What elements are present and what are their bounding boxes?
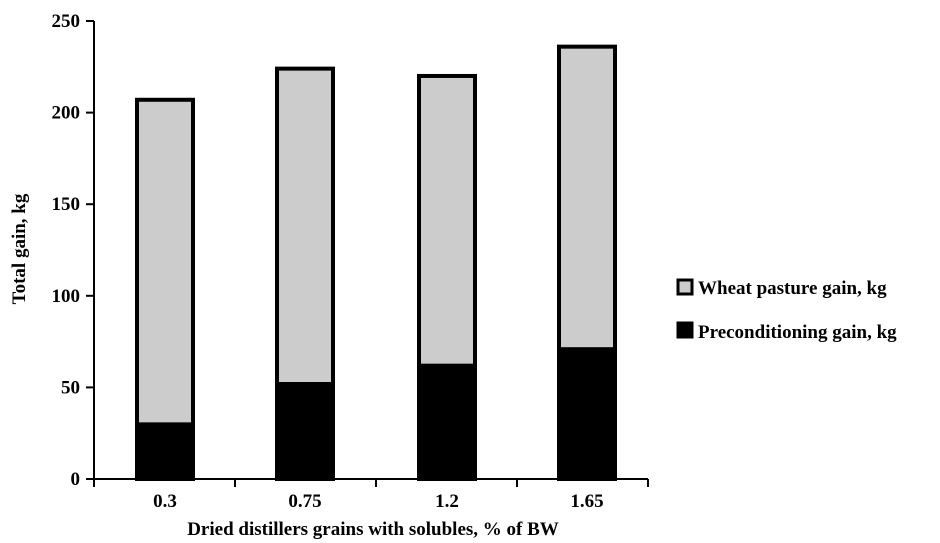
bar-outline xyxy=(275,66,335,482)
legend-label-wheat-pasture: Wheat pasture gain, kg xyxy=(698,278,887,299)
legend-swatch-preconditioning xyxy=(676,321,694,339)
legend: Wheat pasture gain, kg Preconditioning g… xyxy=(676,278,897,343)
y-tick-label: 200 xyxy=(52,103,81,124)
bar-segment-wheat-pasture xyxy=(559,46,615,348)
bar-segment-preconditioning xyxy=(559,347,615,479)
y-axis-title: Total gain, kg xyxy=(9,193,30,304)
x-tick-label: 1.65 xyxy=(570,491,603,512)
bars xyxy=(135,44,617,482)
x-axis-title: Dried distillers grains with solubles, %… xyxy=(187,519,559,540)
x-tick-label: 0.75 xyxy=(288,491,321,512)
bar-outline xyxy=(135,97,195,481)
tick-labels: 0 50 100 150 200 250 0.3 0.75 1.2 1.65 xyxy=(52,11,604,512)
y-tick-label: 100 xyxy=(52,286,81,307)
legend-item-wheat-pasture: Wheat pasture gain, kg xyxy=(676,278,887,299)
y-tick-label: 0 xyxy=(71,469,81,490)
bar-segment-preconditioning xyxy=(137,422,193,479)
bar-segment-wheat-pasture xyxy=(277,68,333,382)
y-tick-label: 150 xyxy=(52,194,81,215)
bar-segment-wheat-pasture xyxy=(137,99,193,423)
x-tick-label: 0.3 xyxy=(153,491,177,512)
x-tick-label: 1.2 xyxy=(435,491,459,512)
bar-outline xyxy=(557,44,617,481)
bar-outline xyxy=(417,73,477,482)
y-tick-label: 50 xyxy=(61,377,80,398)
y-tick-label: 250 xyxy=(52,11,81,32)
bar-segment-wheat-pasture xyxy=(419,75,475,364)
legend-item-preconditioning: Preconditioning gain, kg xyxy=(676,321,897,343)
bar-segment-preconditioning xyxy=(419,363,475,479)
legend-label-preconditioning: Preconditioning gain, kg xyxy=(698,322,897,343)
legend-swatch-wheat-pasture xyxy=(676,278,694,296)
bar-segment-preconditioning xyxy=(277,381,333,479)
